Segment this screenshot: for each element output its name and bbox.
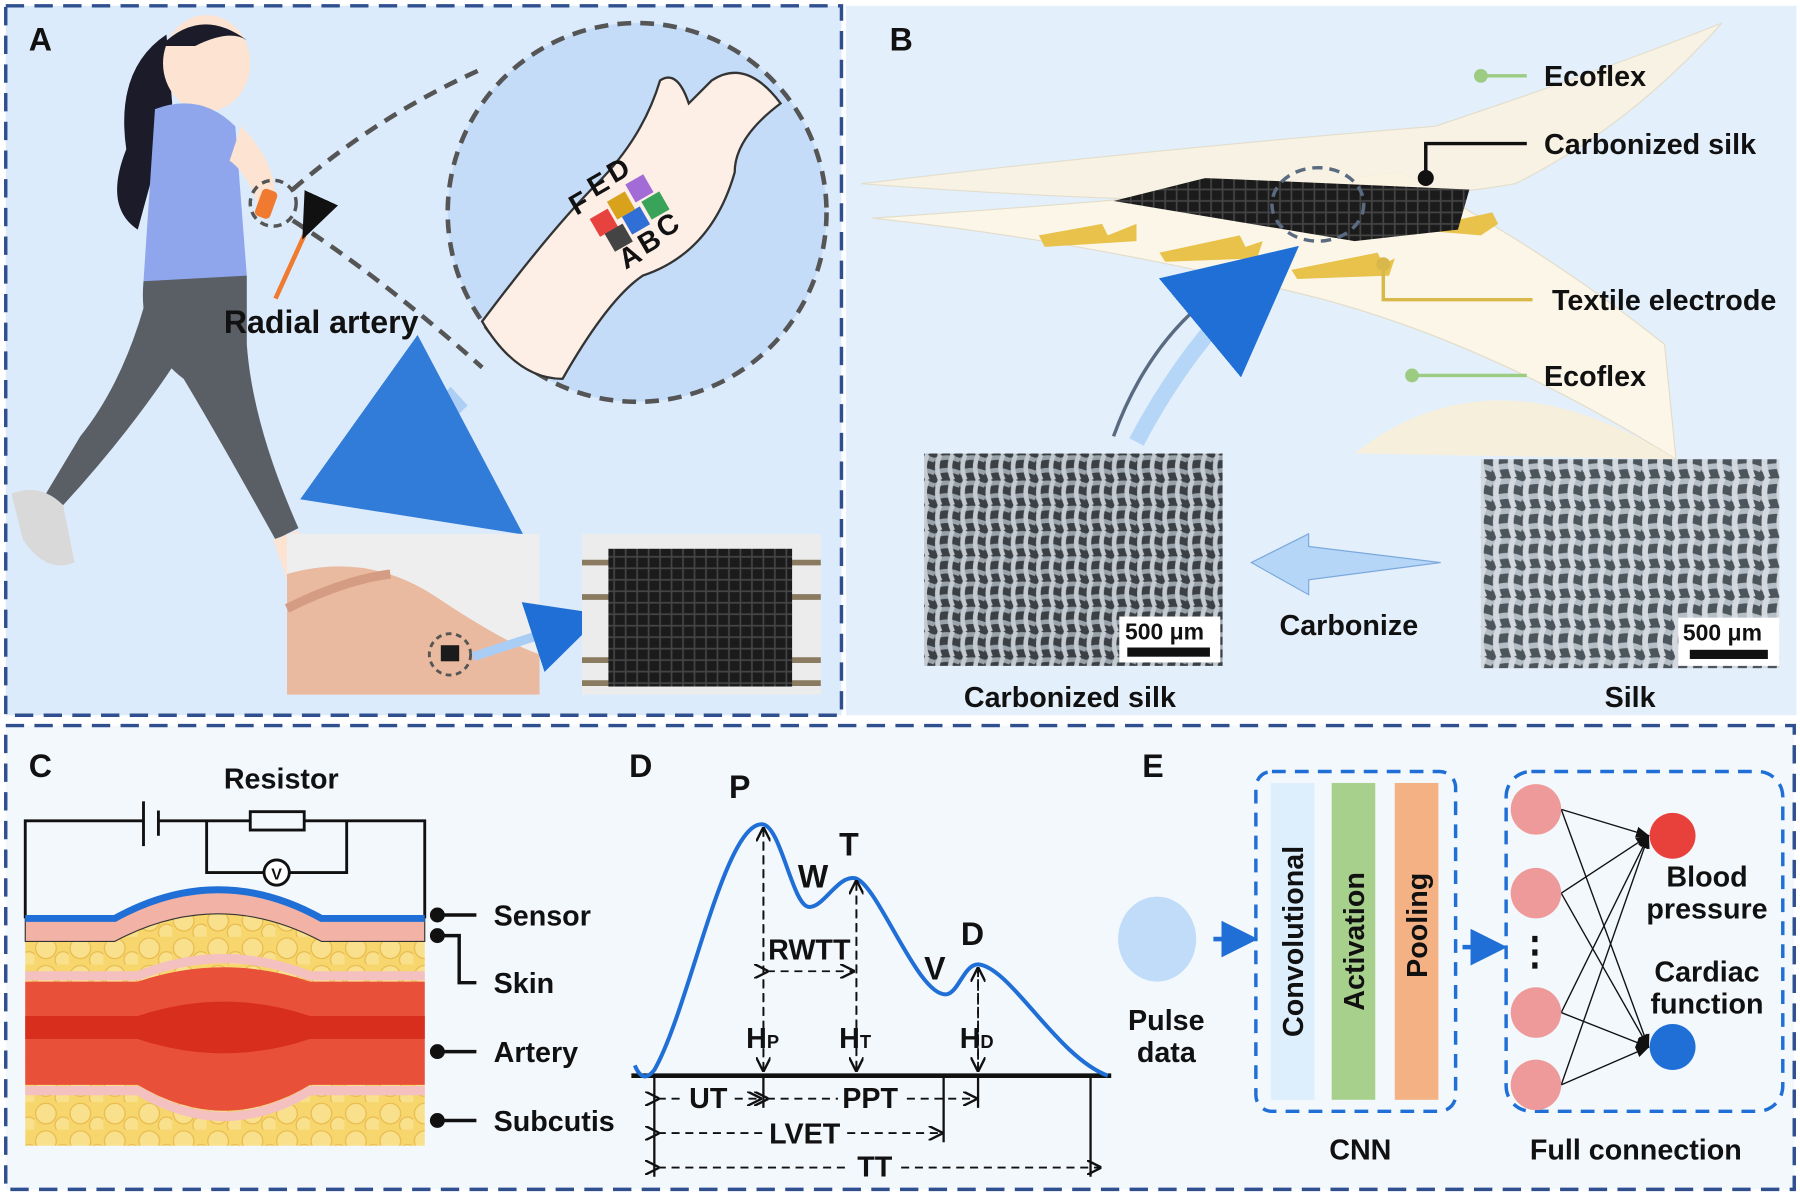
point-v: V xyxy=(924,950,946,986)
output-blood-pressure-node xyxy=(1649,812,1696,859)
voltmeter-label: V xyxy=(271,865,282,883)
point-t: T xyxy=(839,826,859,862)
tt-label: TT xyxy=(857,1152,893,1184)
activation-label: Activation xyxy=(1339,872,1371,1011)
carbonized-silk-layer xyxy=(1113,177,1470,242)
panel-a: A Radial artery xyxy=(4,4,844,717)
ellipsis: ⋮ xyxy=(1515,930,1554,973)
wrist-photo xyxy=(284,533,540,695)
caption-carbonized-silk: Carbonized silk xyxy=(964,682,1176,714)
output-cardiac-node xyxy=(1649,1024,1696,1070)
connections xyxy=(1560,808,1650,1086)
panel-b-letter: B xyxy=(890,22,913,58)
sensor-photo xyxy=(582,533,821,695)
point-w: W xyxy=(798,858,829,894)
radial-artery-label: Radial artery xyxy=(224,304,419,340)
panel-d-letter: D xyxy=(629,748,652,784)
subcutis-label: Subcutis xyxy=(494,1106,615,1138)
input-nodes xyxy=(1510,784,1562,1111)
svg-text:data: data xyxy=(1137,1037,1197,1069)
ppt-label: PPT xyxy=(842,1083,898,1115)
sem-silk: 500 μm xyxy=(1480,459,1780,669)
cnn-box xyxy=(1254,769,1458,1114)
activation-layer xyxy=(1331,782,1376,1100)
sensor-layer xyxy=(25,886,425,922)
skin-label: Skin xyxy=(494,968,555,1000)
rwtt-label: RWTT xyxy=(768,935,851,967)
ecoflex-bottom-label: Ecoflex xyxy=(1544,361,1646,393)
textile-electrode-label: Textile electrode xyxy=(1552,285,1776,317)
point-d: D xyxy=(961,916,984,952)
sensor-squares xyxy=(589,174,670,252)
svg-text:500 μm: 500 μm xyxy=(1125,618,1204,644)
sensor-label: Sensor xyxy=(494,900,591,932)
caption-silk: Silk xyxy=(1605,682,1656,714)
conv-label: Convolutional xyxy=(1278,846,1310,1037)
carbonize-arrow xyxy=(1250,532,1441,596)
carbonized-silk-label: Carbonized silk xyxy=(1544,129,1756,161)
svg-text:pressure: pressure xyxy=(1646,893,1767,925)
circuit xyxy=(23,801,427,919)
sem-carbonized-silk: 500 μm xyxy=(924,453,1223,666)
point-p: P xyxy=(729,769,750,805)
carbonize-label: Carbonize xyxy=(1280,610,1419,642)
zoom-circle xyxy=(1270,165,1366,243)
full-connection-label: Full connection xyxy=(1530,1135,1742,1167)
panel-d: D P W T V D RWTT xyxy=(629,748,1112,1184)
runner-illustration xyxy=(11,14,305,580)
hd-label: HD xyxy=(960,1023,994,1055)
resistor-label: Resistor xyxy=(224,764,339,796)
pulse-waveform xyxy=(632,822,1109,1079)
ecoflex-top-label: Ecoflex xyxy=(1544,61,1646,93)
pooling-layer xyxy=(1394,782,1439,1100)
panel-e-letter: E xyxy=(1142,748,1163,784)
ht-label: HT xyxy=(839,1023,872,1055)
wrist-magnifier: A B C D E F xyxy=(445,20,829,405)
panel-c: C Resistor V Sensor Skin Artery xyxy=(23,748,615,1146)
conv-layer xyxy=(1270,782,1315,1100)
curved-arrow xyxy=(300,334,524,535)
svg-text:Pulse: Pulse xyxy=(1128,1005,1205,1037)
panel-a-letter: A xyxy=(29,22,52,58)
lvet-label: LVET xyxy=(769,1118,841,1150)
panel-b: B Ecoflex Carbonized silk Textile electr… xyxy=(846,5,1797,716)
up-arrow xyxy=(1129,245,1299,446)
svg-text:function: function xyxy=(1650,989,1763,1021)
panel-e: E Pulse data Convolutional Activation Po… xyxy=(1118,748,1785,1167)
cnn-label: CNN xyxy=(1329,1135,1391,1167)
artery-pointer xyxy=(273,190,339,300)
artery-label: Artery xyxy=(494,1037,579,1069)
ut-label: UT xyxy=(689,1083,728,1115)
hp-label: HP xyxy=(746,1023,779,1055)
pulse-data-node xyxy=(1118,896,1197,982)
svg-text:Cardiac: Cardiac xyxy=(1654,957,1759,989)
zoom-origin-circle xyxy=(248,178,298,228)
tissue-layers xyxy=(24,886,426,1146)
svg-text:500 μm: 500 μm xyxy=(1683,620,1762,646)
pooling-label: Pooling xyxy=(1402,873,1434,978)
svg-text:Blood: Blood xyxy=(1666,861,1747,893)
photo-arrow xyxy=(471,602,603,672)
panel-c-letter: C xyxy=(29,748,52,784)
